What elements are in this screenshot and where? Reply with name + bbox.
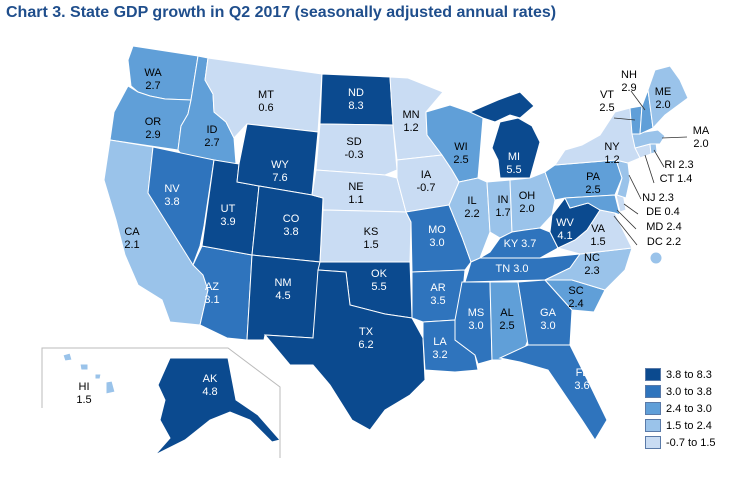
state-MD[interactable] (564, 194, 621, 216)
state-label-MT: MT 0.6 (258, 89, 274, 114)
state-label-MI: MI 5.5 (506, 151, 521, 176)
state-MT[interactable] (204, 57, 323, 139)
state-ME[interactable] (647, 65, 689, 130)
state-label-SD: SD -0.3 (345, 136, 364, 161)
state-label-NH: NH 2.9 (621, 69, 637, 94)
legend-item: 3.0 to 3.8 (645, 383, 716, 400)
legend-swatch (645, 385, 661, 398)
state-label-SC: SC 2.4 (568, 285, 583, 310)
state-label-OH: OH 2.0 (519, 190, 536, 215)
state-label-MN: MN 1.2 (402, 109, 419, 134)
state-label-NC: NC 2.3 (584, 252, 600, 277)
legend-label: 2.4 to 3.0 (666, 402, 712, 415)
state-MI[interactable] (468, 91, 541, 179)
state-label-CT: CT 1.4 (660, 173, 693, 185)
state-label-NV: NV 3.8 (164, 183, 180, 208)
legend-label: 3.0 to 3.8 (666, 385, 712, 398)
legend: 3.8 to 8.3 3.0 to 3.8 2.4 to 3.0 1.5 to … (645, 366, 716, 451)
state-label-NJ: NJ 2.3 (642, 192, 674, 204)
state-HI[interactable] (62, 352, 116, 395)
state-DC[interactable] (649, 251, 663, 265)
state-label-IA: IA -0.7 (417, 169, 436, 194)
state-label-CA: CA 2.1 (124, 226, 140, 251)
state-label-ME: ME 2.0 (655, 86, 672, 111)
legend-swatch (645, 436, 661, 449)
state-label-AK: AK 4.8 (202, 373, 218, 398)
state-label-OR: OR 2.9 (145, 116, 162, 141)
state-label-WI: WI 2.5 (453, 141, 468, 166)
state-FL[interactable] (498, 344, 608, 441)
state-label-OK: OK 5.5 (371, 268, 388, 293)
state-PA[interactable] (544, 159, 623, 201)
state-label-NM: NM 4.5 (274, 277, 291, 302)
state-label-IN: IN 1.7 (495, 194, 510, 219)
state-label-FL: FL 3.6 (574, 367, 589, 392)
state-label-PA: PA 2.5 (585, 171, 600, 196)
state-SD[interactable] (315, 123, 398, 176)
state-label-AR: AR 3.5 (430, 282, 445, 307)
state-label-NE: NE 1.1 (348, 181, 363, 206)
legend-label: -0.7 to 1.5 (666, 436, 716, 449)
legend-item: 3.8 to 8.3 (645, 366, 716, 383)
legend-item: 2.4 to 3.0 (645, 400, 716, 417)
legend-swatch (645, 368, 661, 381)
state-label-CO: CO 3.8 (283, 213, 300, 238)
state-label-LA: LA 3.2 (432, 336, 447, 361)
state-NC[interactable] (544, 247, 633, 291)
state-label-VT: VT 2.5 (599, 89, 614, 114)
state-label-RI: RI 2.3 (664, 159, 693, 171)
state-label-WY: WY 7.6 (271, 159, 289, 184)
state-label-KS: KS 1.5 (363, 226, 378, 251)
state-label-AL: AL 2.5 (499, 307, 514, 332)
state-label-DE: DE 0.4 (646, 206, 680, 218)
state-label-WV: WV 4.1 (556, 217, 574, 242)
leader-lines (613, 90, 688, 246)
state-NY[interactable] (554, 107, 641, 166)
chart-title: Chart 3. State GDP growth in Q2 2017 (se… (6, 4, 557, 21)
legend-label: 3.8 to 8.3 (666, 368, 712, 381)
state-label-UT: UT 3.9 (220, 203, 235, 228)
state-label-MO: MO 3.0 (428, 224, 446, 249)
state-AK[interactable] (154, 357, 281, 456)
inset-divider (41, 347, 281, 458)
state-label-IL: IL 2.2 (464, 195, 479, 220)
state-label-ND: ND 8.3 (348, 87, 364, 112)
state-label-TN: TN 3.0 (495, 263, 528, 275)
state-label-MS: MS 3.0 (468, 307, 485, 332)
state-label-KY: KY 3.7 (504, 238, 537, 250)
legend-item: -0.7 to 1.5 (645, 434, 716, 451)
state-GA[interactable] (517, 279, 573, 346)
state-label-GA: GA 3.0 (540, 307, 557, 332)
state-KS[interactable] (319, 209, 412, 263)
legend-label: 1.5 to 2.4 (666, 419, 712, 432)
state-label-NY: NY 1.2 (604, 141, 620, 166)
state-label-MD: MD 2.4 (646, 221, 681, 233)
state-label-AZ: AZ 3.1 (204, 281, 219, 306)
state-label-VA: VA 1.5 (590, 223, 605, 248)
state-label-TX: TX 6.2 (358, 326, 373, 351)
state-label-ID: ID 2.7 (204, 124, 219, 149)
legend-item: 1.5 to 2.4 (645, 417, 716, 434)
state-label-MA: MA 2.0 (693, 125, 710, 150)
state-label-HI: HI 1.5 (76, 381, 91, 406)
state-TX[interactable] (263, 269, 426, 431)
legend-swatch (645, 419, 661, 432)
state-label-WA: WA 2.7 (144, 67, 162, 92)
state-label-DC: DC 2.2 (647, 236, 681, 248)
legend-swatch (645, 402, 661, 415)
